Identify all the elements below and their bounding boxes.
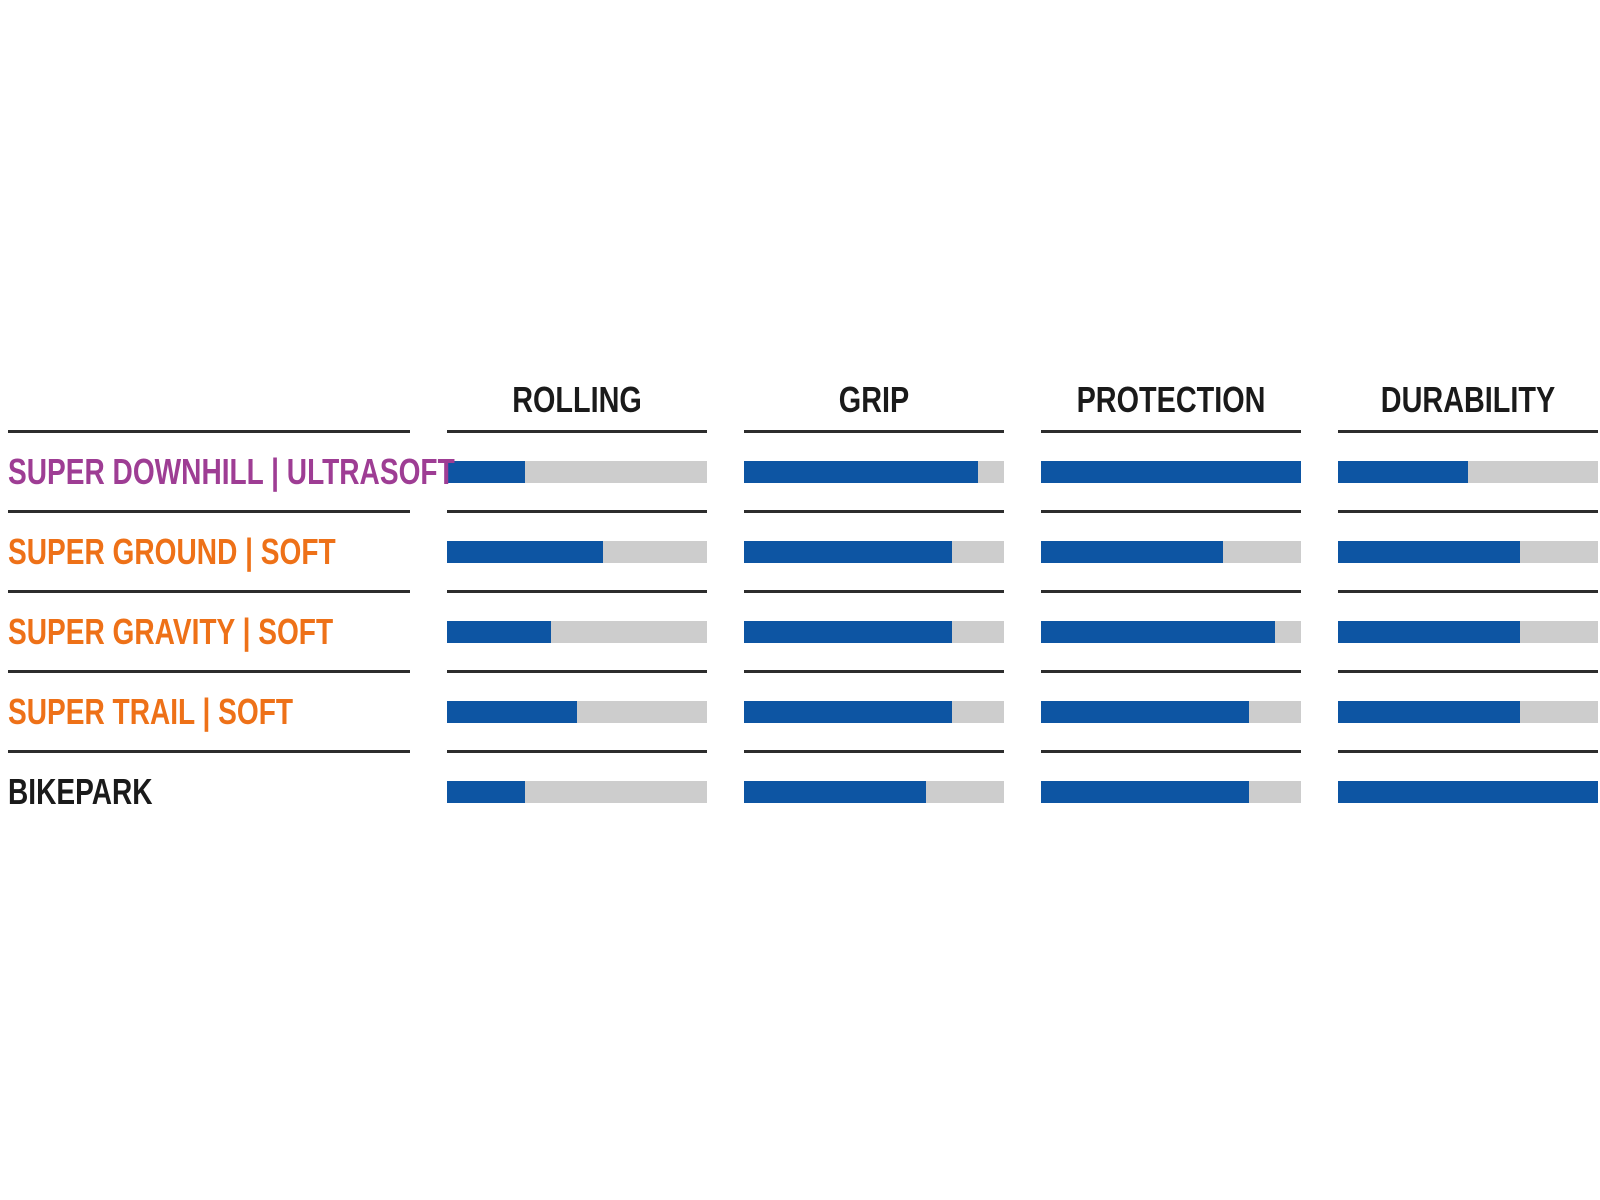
bar-track: [1041, 780, 1301, 803]
bar-track: [1041, 540, 1301, 563]
bar-fill: [1041, 460, 1301, 483]
protection-bar-cell: [1041, 510, 1301, 590]
column-header-rolling: ROLLING: [447, 378, 707, 430]
bar-fill: [447, 620, 551, 643]
column-header-label: DURABILITY: [1380, 379, 1556, 420]
row-label-cell: SUPER TRAIL | SOFT: [8, 670, 410, 750]
durability-bar-cell: [1338, 430, 1598, 510]
row-label-cell: BIKEPARK: [8, 750, 410, 830]
bar-fill: [1338, 460, 1468, 483]
column-header-label: ROLLING: [512, 379, 642, 420]
bar-fill: [744, 700, 952, 723]
bar-fill: [1041, 700, 1249, 723]
bar-track: [744, 540, 1004, 563]
rolling-bar-cell: [447, 510, 707, 590]
bar-track: [447, 540, 707, 563]
durability-bar-cell: [1338, 510, 1598, 590]
grip-bar-cell: [744, 590, 1004, 670]
column-header-label: PROTECTION: [1076, 379, 1266, 420]
bar-track: [1041, 700, 1301, 723]
bar-fill: [1041, 780, 1249, 803]
bar-track: [1338, 780, 1598, 803]
bar-track: [1041, 460, 1301, 483]
bar-fill: [447, 780, 525, 803]
bar-track: [1041, 620, 1301, 643]
chart-row-super-gravity: SUPER GRAVITY | SOFT: [8, 590, 1600, 670]
bar-fill: [744, 620, 952, 643]
bar-track: [744, 700, 1004, 723]
row-label-cell: SUPER DOWNHILL | ULTRASOFT: [8, 430, 455, 510]
chart-row-super-downhill: SUPER DOWNHILL | ULTRASOFT: [8, 430, 1600, 510]
bar-track: [1338, 540, 1598, 563]
bar-track: [744, 780, 1004, 803]
rolling-bar-cell: [447, 590, 707, 670]
chart-row-super-trail: SUPER TRAIL | SOFT: [8, 670, 1600, 750]
bar-fill: [1338, 700, 1520, 723]
bar-fill: [1338, 620, 1520, 643]
row-label: BIKEPARK: [8, 770, 153, 812]
bar-track: [447, 620, 707, 643]
rolling-bar-cell: [447, 430, 707, 510]
row-label: SUPER TRAIL | SOFT: [8, 690, 294, 732]
bar-track: [744, 620, 1004, 643]
row-label-cell: SUPER GROUND | SOFT: [8, 510, 410, 590]
durability-bar-cell: [1338, 670, 1598, 750]
bar-fill: [744, 460, 978, 483]
grip-bar-cell: [744, 750, 1004, 830]
column-header-label: GRIP: [838, 379, 910, 420]
bar-fill: [1338, 540, 1520, 563]
bar-fill: [447, 540, 603, 563]
bar-track: [744, 460, 1004, 483]
protection-bar-cell: [1041, 590, 1301, 670]
chart-row-super-ground: SUPER GROUND | SOFT: [8, 510, 1600, 590]
bar-fill: [447, 460, 525, 483]
durability-bar-cell: [1338, 750, 1598, 830]
bar-fill: [1338, 780, 1598, 803]
row-label: SUPER GRAVITY | SOFT: [8, 610, 334, 652]
bar-track: [1338, 460, 1598, 483]
header-spacer: [8, 378, 410, 430]
chart-row-bikepark: BIKEPARK: [8, 750, 1600, 830]
durability-bar-cell: [1338, 590, 1598, 670]
grip-bar-cell: [744, 670, 1004, 750]
bar-track: [1338, 620, 1598, 643]
comparison-table: ROLLING GRIP PROTECTION DURABILITY SUPER…: [0, 378, 1600, 830]
bar-track: [447, 780, 707, 803]
row-label-cell: SUPER GRAVITY | SOFT: [8, 590, 410, 670]
protection-bar-cell: [1041, 750, 1301, 830]
bar-track: [1338, 700, 1598, 723]
protection-bar-cell: [1041, 430, 1301, 510]
rolling-bar-cell: [447, 750, 707, 830]
column-header-grip: GRIP: [744, 378, 1004, 430]
row-label: SUPER GROUND | SOFT: [8, 530, 336, 572]
bar-fill: [744, 780, 926, 803]
grip-bar-cell: [744, 430, 1004, 510]
rolling-bar-cell: [447, 670, 707, 750]
bar-fill: [1041, 540, 1223, 563]
bar-fill: [744, 540, 952, 563]
bar-fill: [447, 700, 577, 723]
protection-bar-cell: [1041, 670, 1301, 750]
grip-bar-cell: [744, 510, 1004, 590]
bar-track: [447, 700, 707, 723]
column-header-durability: DURABILITY: [1338, 378, 1598, 430]
header-row: ROLLING GRIP PROTECTION DURABILITY: [8, 378, 1600, 430]
column-header-protection: PROTECTION: [1041, 378, 1301, 430]
bar-track: [447, 460, 707, 483]
bar-fill: [1041, 620, 1275, 643]
row-label: SUPER DOWNHILL | ULTRASOFT: [8, 450, 455, 492]
